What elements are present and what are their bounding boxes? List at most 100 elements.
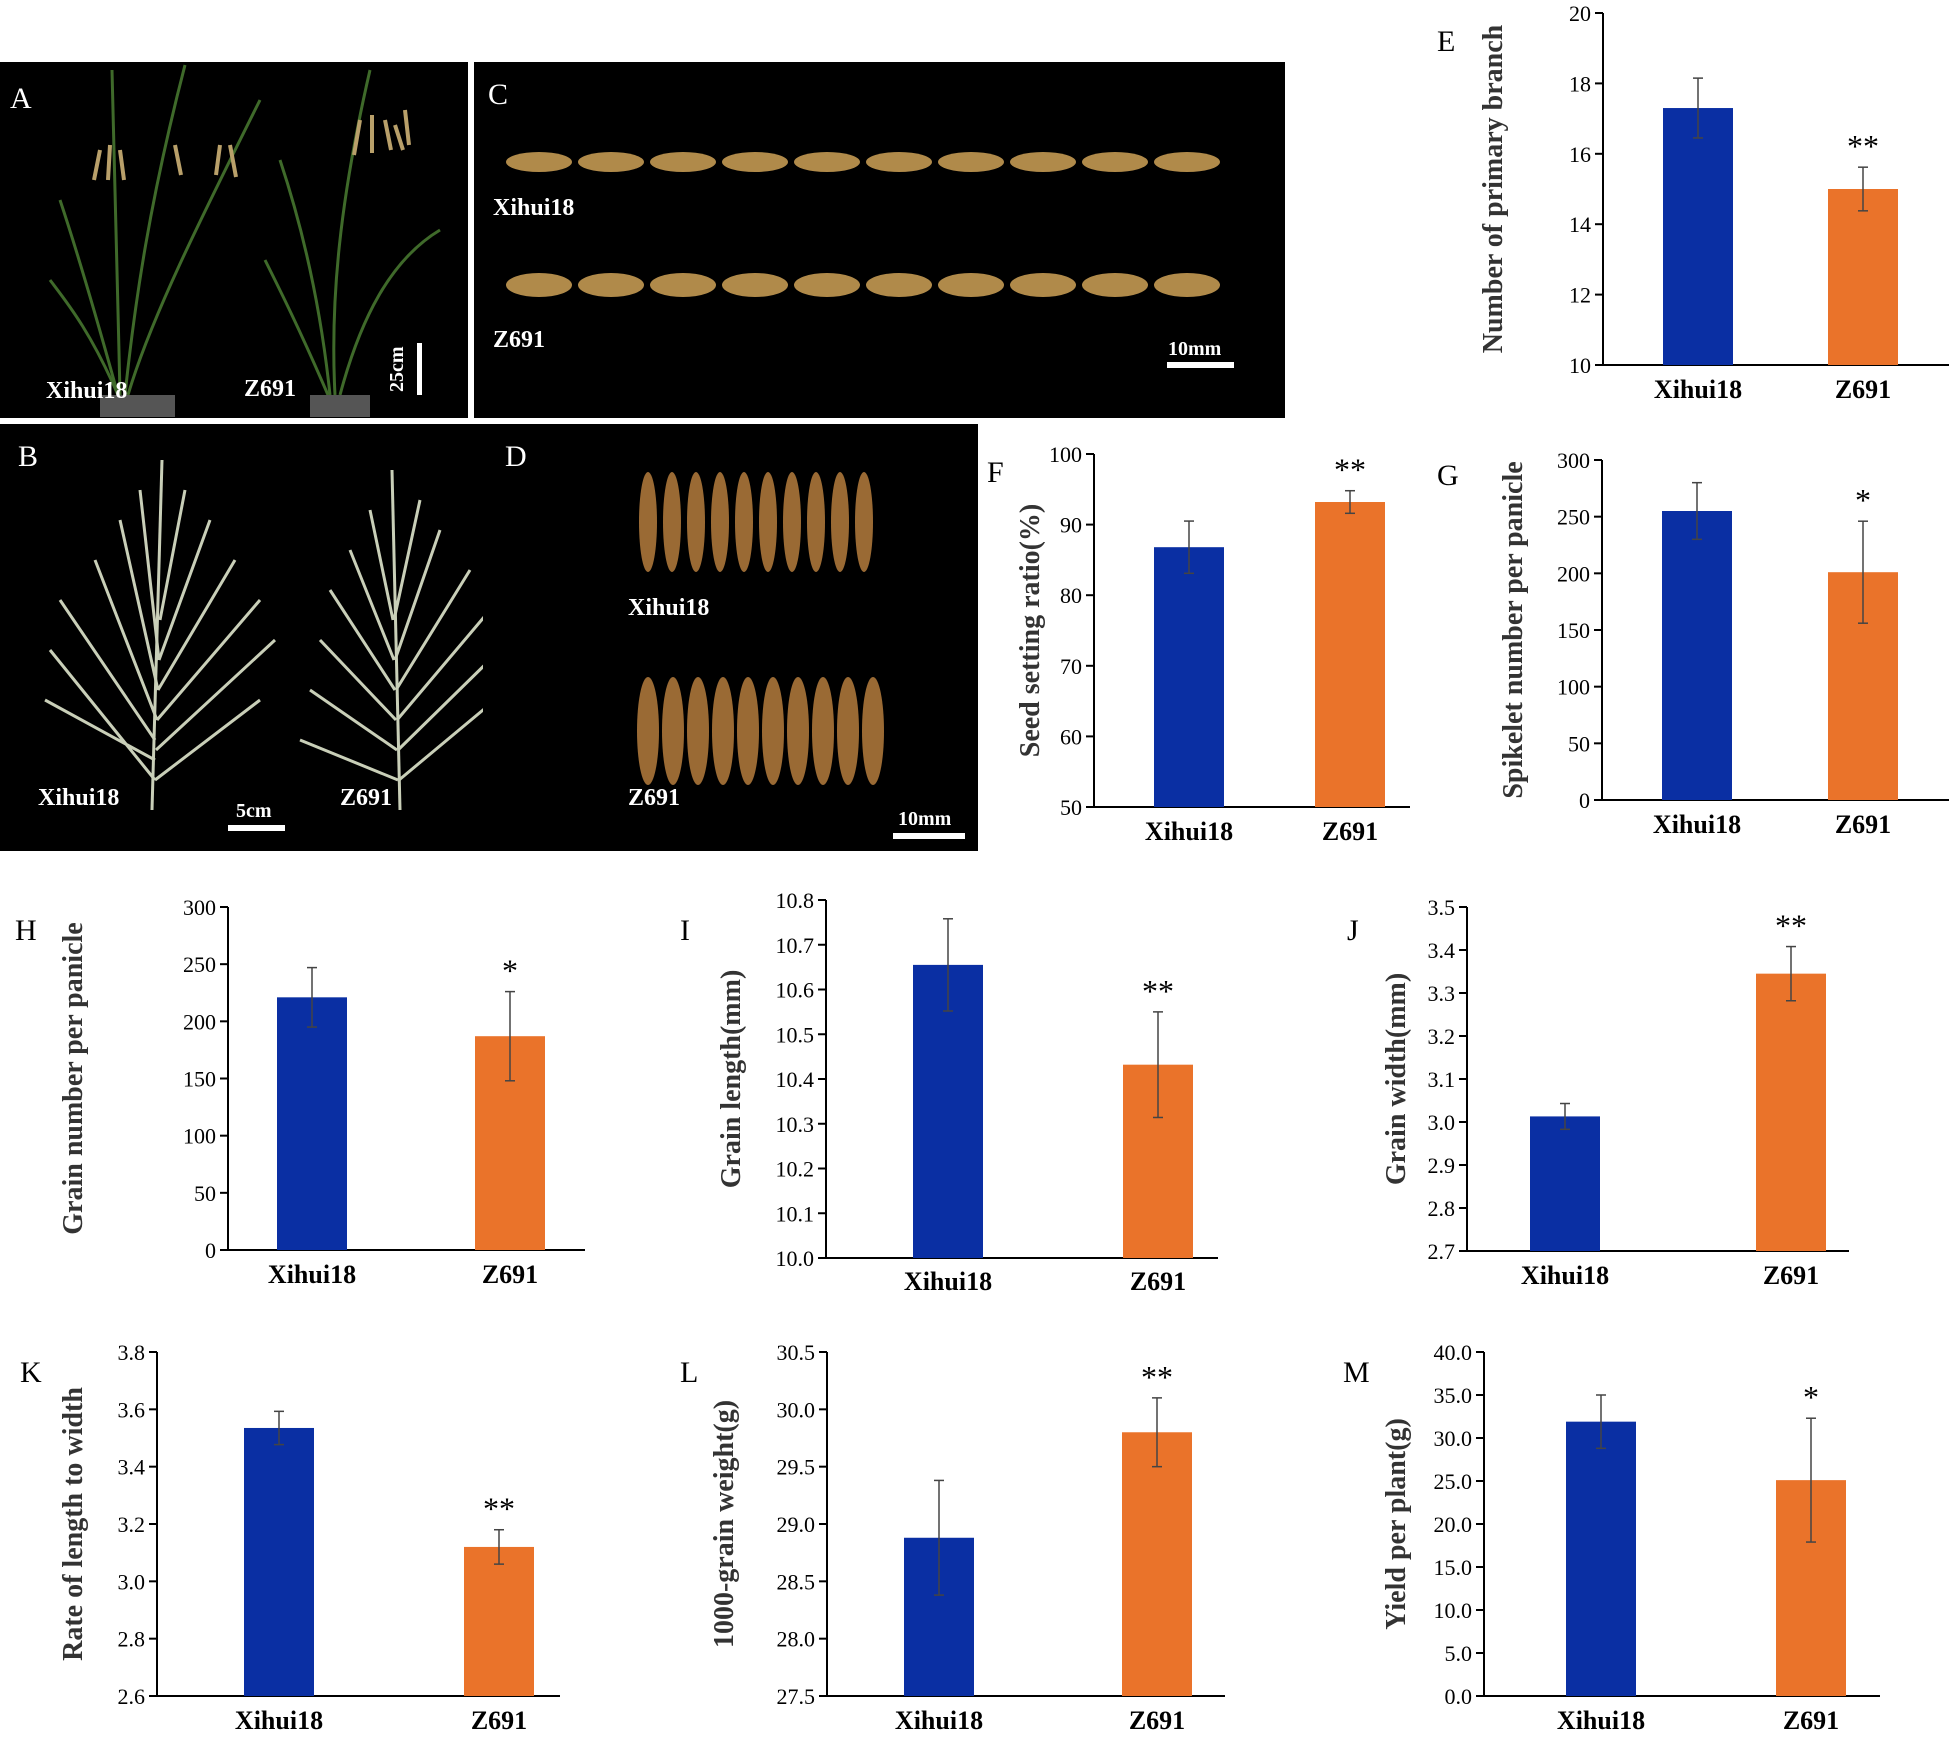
grain bbox=[866, 273, 932, 297]
grain bbox=[1154, 273, 1220, 297]
photo-panel-d: D Xihui18 Z691 10mm bbox=[483, 424, 978, 851]
y-tick-label: 2.8 bbox=[118, 1627, 146, 1652]
grain bbox=[837, 677, 859, 785]
chart-h: H 0 50 100 150 200 250 300 Grain number per pani… bbox=[15, 895, 585, 1289]
y-tick-label: 27.5 bbox=[777, 1684, 816, 1709]
grain bbox=[711, 472, 729, 572]
y-axis-label: 1000-grain weight(g) bbox=[709, 1400, 740, 1648]
chart-m: M 0.0 5.0 10.0 15.0 20.0 25.0 30.0 35.0 40.0 Yield… bbox=[1343, 1340, 1880, 1735]
y-tick-label: 15.0 bbox=[1434, 1555, 1473, 1580]
x-tick-label: Xihui18 bbox=[1145, 817, 1233, 846]
y-tick-label: 10.5 bbox=[776, 1022, 815, 1047]
y-tick-label: 3.3 bbox=[1428, 981, 1456, 1006]
panel-letter: H bbox=[15, 914, 37, 947]
charts: E 10 12 14 16 18 20 Number of primary branch Xih… bbox=[15, 1, 1949, 1735]
y-tick-label: 10.8 bbox=[776, 888, 815, 913]
y-tick-label: 150 bbox=[183, 1067, 216, 1092]
bar-xihui18 bbox=[1154, 547, 1224, 807]
y-tick-label: 200 bbox=[1557, 561, 1590, 586]
y-tick-label: 10.6 bbox=[776, 978, 815, 1003]
x-tick-label: Xihui18 bbox=[268, 1260, 356, 1289]
y-tick-label: 3.2 bbox=[1428, 1024, 1456, 1049]
bar-xihui18 bbox=[1662, 511, 1732, 800]
y-tick-label: 10.2 bbox=[776, 1157, 815, 1182]
grain-group bbox=[637, 677, 884, 785]
significance-mark: ** bbox=[1142, 973, 1174, 1009]
chart-i: I 10.0 10.1 10.2 10.3 10.4 10.5 10.6 10.7 10.8 Gra… bbox=[680, 888, 1218, 1296]
y-tick-label: 0 bbox=[205, 1238, 216, 1263]
y-tick-label: 35.0 bbox=[1434, 1383, 1473, 1408]
y-tick-label: 70 bbox=[1060, 654, 1082, 679]
photo-label: Xihui18 bbox=[493, 195, 574, 221]
y-tick-label: 18 bbox=[1569, 71, 1591, 96]
scale-label: 10mm bbox=[1168, 338, 1222, 360]
grain bbox=[506, 273, 572, 297]
x-tick-label: Z691 bbox=[471, 1706, 527, 1735]
y-axis-label: Grain number per panicle bbox=[58, 922, 89, 1234]
significance-mark: ** bbox=[1847, 128, 1879, 164]
y-tick-label: 0.0 bbox=[1445, 1684, 1473, 1709]
scale-bar bbox=[1167, 362, 1234, 368]
significance-mark: * bbox=[1855, 482, 1871, 518]
grain bbox=[866, 152, 932, 172]
y-axis-label: Yield per plant(g) bbox=[1381, 1418, 1412, 1630]
grain bbox=[938, 273, 1004, 297]
significance-mark: * bbox=[1803, 1379, 1819, 1415]
y-tick-label: 10.4 bbox=[776, 1067, 815, 1092]
chart-e: E 10 12 14 16 18 20 Number of primary branch Xih… bbox=[1437, 1, 1949, 404]
panel-letter: I bbox=[680, 914, 690, 947]
y-tick-label: 10.1 bbox=[776, 1201, 815, 1226]
y-tick-label: 20.0 bbox=[1434, 1512, 1473, 1537]
x-tick-label: Xihui18 bbox=[1653, 810, 1741, 839]
y-axis-label: Grain length(mm) bbox=[716, 970, 747, 1189]
significance-mark: ** bbox=[1334, 452, 1366, 488]
y-tick-label: 100 bbox=[1049, 442, 1082, 467]
grain bbox=[794, 152, 860, 172]
scale-label: 5cm bbox=[236, 800, 272, 822]
photo-label: Z691 bbox=[340, 785, 392, 811]
bar-z691 bbox=[1756, 973, 1826, 1251]
y-tick-label: 10.0 bbox=[1434, 1598, 1473, 1623]
y-tick-label: 20 bbox=[1569, 1, 1591, 26]
panel-letter: J bbox=[1347, 914, 1359, 947]
panel-letter: M bbox=[1343, 1356, 1370, 1389]
photo-label: Z691 bbox=[628, 785, 680, 811]
photo-panel-a: A Xihui18 Z691 25cm bbox=[0, 62, 468, 418]
y-tick-label: 40.0 bbox=[1434, 1340, 1473, 1365]
y-tick-label: 100 bbox=[183, 1124, 216, 1149]
pot bbox=[100, 395, 175, 417]
chart-j: J 2.7 2.8 2.9 3.0 3.1 3.2 3.3 3.4 3.5 Grain width(… bbox=[1347, 895, 1849, 1290]
y-tick-label: 2.8 bbox=[1428, 1196, 1456, 1221]
grain bbox=[794, 273, 860, 297]
bar-z691 bbox=[1828, 189, 1898, 365]
x-tick-label: Xihui18 bbox=[895, 1706, 983, 1735]
bar-z691 bbox=[1315, 502, 1385, 807]
grain bbox=[663, 472, 681, 572]
panel-letter: K bbox=[20, 1356, 42, 1389]
y-tick-label: 3.2 bbox=[118, 1512, 146, 1537]
grain bbox=[712, 677, 734, 785]
y-tick-label: 3.4 bbox=[118, 1455, 146, 1480]
y-tick-label: 25.0 bbox=[1434, 1469, 1473, 1494]
grain-group bbox=[639, 472, 873, 572]
x-tick-label: Z691 bbox=[482, 1260, 538, 1289]
photo-panel-c: C Xihui18 Z691 10mm bbox=[474, 62, 1285, 418]
grain bbox=[578, 152, 644, 172]
grain-row bbox=[506, 273, 1220, 297]
y-axis-label: Number of primary branch bbox=[1478, 24, 1509, 353]
y-tick-label: 150 bbox=[1557, 618, 1590, 643]
x-tick-label: Z691 bbox=[1129, 1706, 1185, 1735]
grain bbox=[687, 472, 705, 572]
x-tick-label: Z691 bbox=[1835, 375, 1891, 404]
panel-letter: L bbox=[680, 1356, 698, 1389]
y-tick-label: 29.5 bbox=[777, 1455, 816, 1480]
bar-xihui18 bbox=[1566, 1421, 1636, 1696]
y-tick-label: 60 bbox=[1060, 724, 1082, 749]
grain bbox=[831, 472, 849, 572]
y-tick-label: 3.1 bbox=[1428, 1067, 1456, 1092]
grain bbox=[687, 677, 709, 785]
grain bbox=[855, 472, 873, 572]
grain bbox=[1082, 273, 1148, 297]
y-tick-label: 100 bbox=[1557, 675, 1590, 700]
grain bbox=[1154, 152, 1220, 172]
